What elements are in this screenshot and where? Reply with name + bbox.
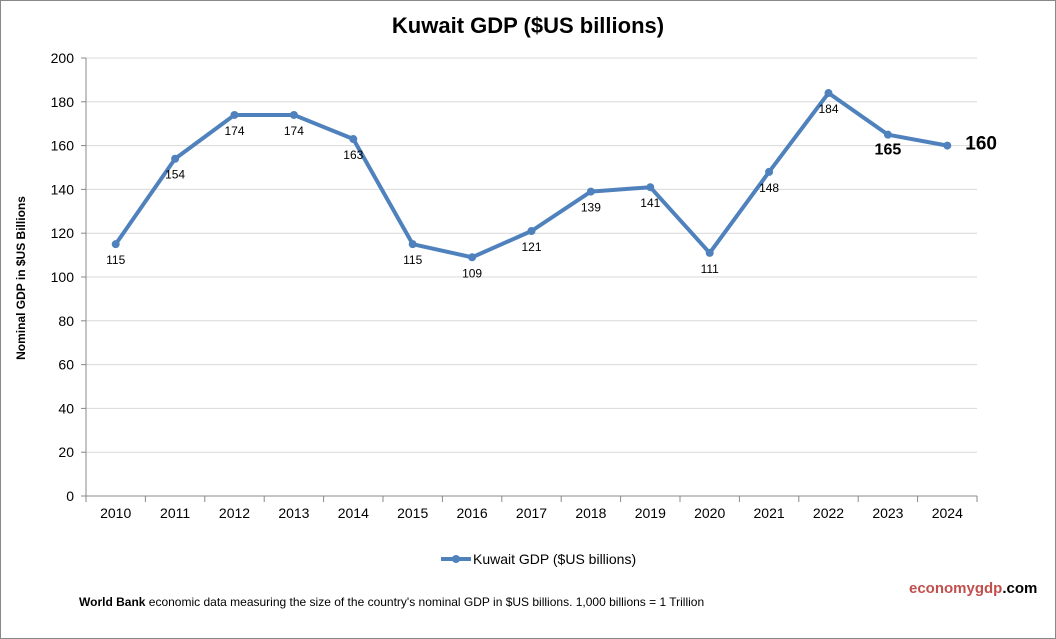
- data-point: [943, 141, 952, 150]
- brand-part: gdp: [974, 580, 1003, 597]
- chart-title: Kuwait GDP ($US billions): [391, 13, 665, 38]
- source-text: economic data measuring the size of the …: [145, 595, 705, 609]
- brand-part: economy: [909, 580, 975, 597]
- data-point: [765, 167, 774, 176]
- y-tick-label: 180: [51, 94, 75, 110]
- x-tick-label: 2011: [160, 505, 190, 521]
- data-label: 115: [403, 253, 422, 267]
- x-tick-label: 2023: [872, 505, 903, 521]
- data-label: 163: [343, 148, 363, 162]
- x-tick-label: 2016: [457, 505, 488, 521]
- data-label: 109: [462, 266, 482, 280]
- y-tick-label: 80: [58, 313, 74, 329]
- brand-part: .com: [1002, 580, 1038, 597]
- y-tick-label: 100: [51, 269, 75, 285]
- y-tick-label: 140: [51, 181, 75, 197]
- y-tick-label: 200: [51, 50, 75, 66]
- x-tick-label: 2021: [754, 505, 785, 521]
- data-point: [111, 240, 120, 249]
- y-tick-label: 60: [58, 357, 74, 373]
- y-tick-label: 20: [58, 444, 74, 460]
- x-tick-label: 2013: [278, 505, 309, 521]
- y-tick-label: 0: [66, 488, 74, 504]
- data-label: 121: [521, 240, 541, 254]
- data-label: 165: [875, 142, 902, 159]
- data-label: 160: [965, 134, 997, 155]
- data-label: 174: [224, 124, 244, 138]
- data-point: [527, 227, 536, 236]
- data-point: [408, 240, 417, 249]
- source-bold: World Bank: [79, 595, 146, 609]
- x-tick-label: 2024: [932, 505, 963, 521]
- data-point: [289, 110, 298, 119]
- x-tick-label: 2017: [516, 505, 547, 521]
- data-label: 174: [284, 124, 304, 138]
- x-tick-label: 2014: [338, 505, 369, 521]
- brand-logo[interactable]: economygdp.com: [909, 580, 1037, 597]
- data-point: [824, 89, 833, 98]
- data-point: [171, 154, 180, 163]
- data-point: [646, 183, 655, 192]
- data-label: 139: [581, 201, 601, 215]
- data-point: [468, 253, 477, 262]
- x-tick-label: 2018: [575, 505, 606, 521]
- x-tick-label: 2012: [219, 505, 250, 521]
- source-note: World Bank economic data measuring the s…: [79, 595, 704, 609]
- x-tick-label: 2022: [813, 505, 844, 521]
- data-label: 115: [106, 253, 125, 267]
- y-tick-label: 40: [58, 400, 74, 416]
- data-label: 111: [701, 262, 720, 276]
- x-tick-label: 2019: [635, 505, 666, 521]
- data-point: [230, 110, 239, 119]
- data-label: 148: [759, 181, 779, 195]
- data-point: [586, 187, 595, 196]
- x-tick-label: 2015: [397, 505, 428, 521]
- legend-label: Kuwait GDP ($US billions): [473, 551, 637, 567]
- legend-marker: [441, 555, 471, 563]
- data-label: 141: [640, 196, 660, 210]
- y-tick-label: 160: [51, 138, 75, 154]
- y-tick-label: 120: [51, 225, 75, 241]
- data-point: [705, 248, 714, 257]
- x-tick-label: 2020: [694, 505, 725, 521]
- data-point: [349, 135, 358, 144]
- data-point: [883, 130, 892, 139]
- data-label: 154: [165, 168, 185, 182]
- data-label: 184: [818, 102, 838, 116]
- x-tick-label: 2010: [100, 505, 131, 521]
- legend: Kuwait GDP ($US billions): [441, 551, 636, 567]
